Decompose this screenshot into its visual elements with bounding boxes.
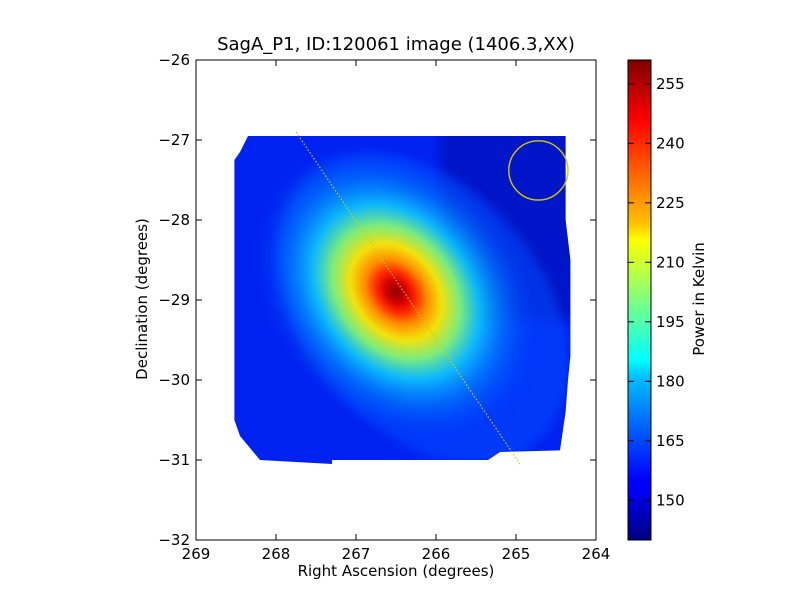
scan-line	[295, 131, 521, 465]
x-axis-label: Right Ascension (degrees)	[297, 562, 495, 580]
colorbar-tick-label: 255	[656, 75, 685, 93]
y-tick-label: −32	[158, 531, 190, 549]
heatmap-peak	[243, 136, 549, 452]
y-tick-label: −29	[158, 291, 190, 309]
colorbar-tick-label: 210	[656, 253, 685, 271]
beam-circle	[508, 140, 569, 201]
y-tick-label: −27	[158, 131, 190, 149]
colorbar	[627, 59, 652, 541]
x-axis: 269 268 267 266 265 264	[182, 60, 611, 563]
colorbar-tick-label: 225	[656, 194, 685, 212]
colorbar-tick-label: 180	[656, 372, 685, 390]
heatmap-image	[234, 136, 571, 464]
y-tick-label: −31	[158, 451, 190, 469]
colorbar-tick-label: 195	[656, 313, 685, 331]
colorbar-label: Power in Kelvin	[690, 242, 708, 356]
chart-title: SagA_P1, ID:120061 image (1406.3,XX)	[217, 34, 575, 55]
x-tick-label: 269	[182, 545, 211, 563]
x-tick-label: 267	[342, 545, 371, 563]
y-tick-label: −26	[158, 51, 190, 69]
colorbar-tick-label: 240	[656, 134, 685, 152]
y-tick-label: −30	[158, 371, 190, 389]
colorbar-tick-label: 165	[656, 432, 685, 450]
colorbar-tick-label: 150	[656, 491, 685, 509]
x-tick-label: 264	[582, 545, 611, 563]
x-tick-label: 265	[502, 545, 531, 563]
y-axis: −26 −27 −28 −29 −30 −31 −32	[158, 51, 596, 549]
y-axis-label: Declination (degrees)	[133, 218, 151, 380]
x-tick-label: 268	[262, 545, 291, 563]
x-tick-label: 266	[422, 545, 451, 563]
y-tick-label: −28	[158, 211, 190, 229]
colorbar-axis: 150 165 180 195 210 225 240 255	[628, 75, 685, 509]
